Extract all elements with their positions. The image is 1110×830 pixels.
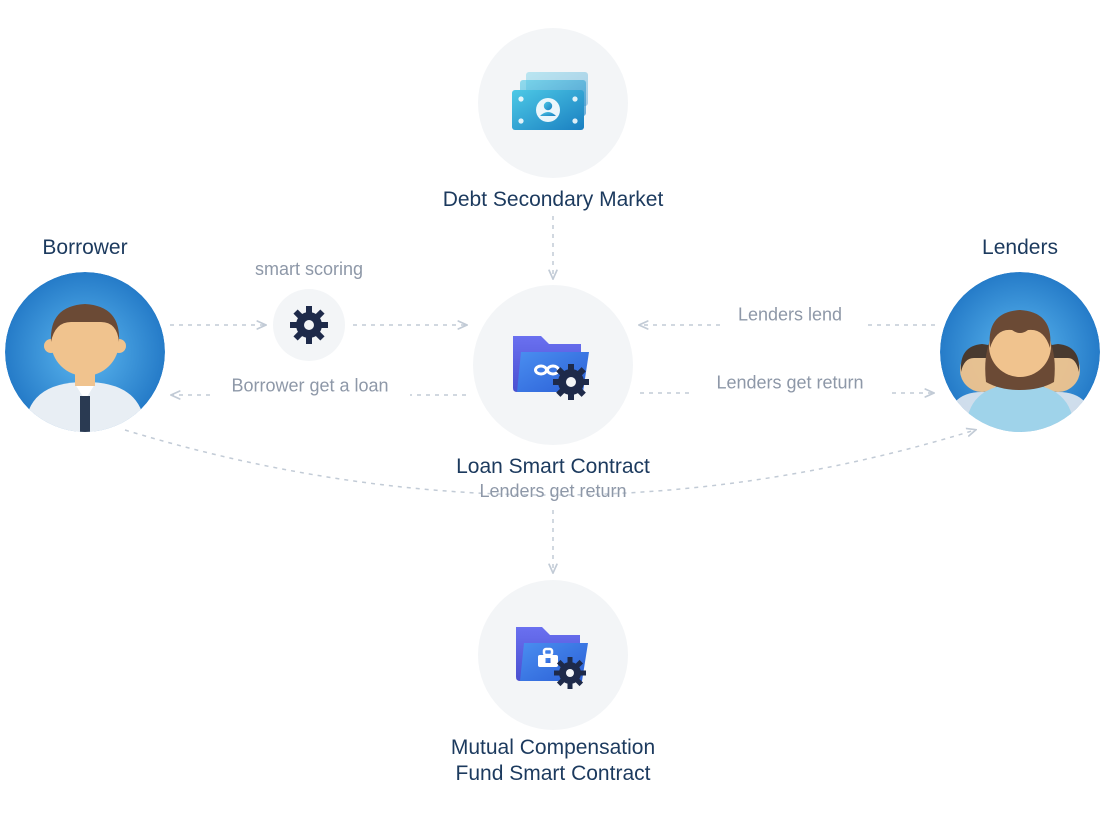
lenders-circle bbox=[940, 272, 1100, 432]
debt-market-circle bbox=[478, 28, 628, 178]
folder-gear-icon bbox=[505, 322, 601, 408]
folder-badge-icon bbox=[508, 615, 598, 695]
node-loan-contract: Loan Smart Contract Lenders get return bbox=[473, 285, 633, 445]
scoring-label: smart scoring bbox=[255, 259, 363, 280]
borrower-label: Borrower bbox=[42, 236, 127, 260]
lenders-label: Lenders bbox=[982, 236, 1058, 260]
node-borrower: Borrower bbox=[5, 272, 165, 432]
node-scoring: smart scoring bbox=[273, 289, 345, 361]
mutual-fund-label-1: Mutual Compensation bbox=[451, 736, 655, 760]
gear-icon bbox=[288, 304, 330, 346]
loan-contract-sublabel: Lenders get return bbox=[479, 481, 626, 502]
loan-contract-label: Loan Smart Contract bbox=[456, 455, 650, 479]
node-debt-market: Debt Secondary Market bbox=[478, 28, 628, 178]
people-group-icon bbox=[940, 272, 1100, 432]
mutual-fund-label-2: Fund Smart Contract bbox=[456, 762, 651, 786]
edge-label-lenders-lend: Lenders lend bbox=[738, 305, 842, 326]
edge-label-lenders-return: Lenders get return bbox=[716, 373, 863, 394]
loan-contract-circle bbox=[473, 285, 633, 445]
debt-market-label: Debt Secondary Market bbox=[443, 188, 664, 212]
money-icon bbox=[508, 70, 598, 136]
mutual-fund-circle bbox=[478, 580, 628, 730]
scoring-circle bbox=[273, 289, 345, 361]
edge-label-borrower-get-loan: Borrower get a loan bbox=[231, 376, 388, 397]
borrower-circle bbox=[5, 272, 165, 432]
node-mutual-fund: Mutual Compensation Fund Smart Contract bbox=[478, 580, 628, 730]
node-lenders: Lenders bbox=[940, 272, 1100, 432]
person-male-icon bbox=[5, 272, 165, 432]
